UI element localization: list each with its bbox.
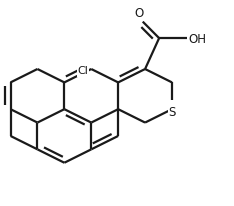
Text: S: S	[168, 106, 176, 119]
Text: O: O	[135, 7, 144, 20]
Text: OH: OH	[189, 33, 207, 46]
Text: Cl: Cl	[78, 66, 88, 76]
